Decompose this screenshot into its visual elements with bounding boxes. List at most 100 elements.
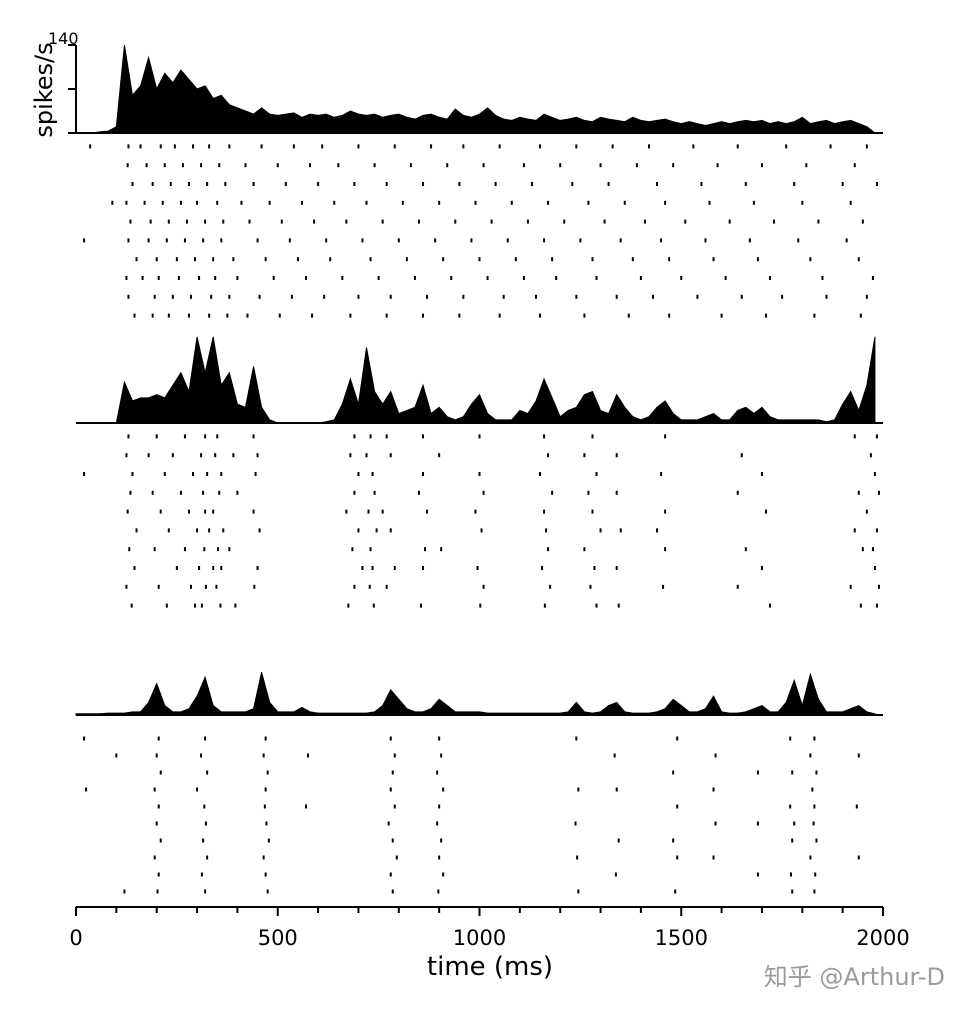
spike: [365, 453, 368, 458]
spike: [147, 238, 150, 243]
spike: [426, 509, 429, 514]
spike: [389, 872, 392, 877]
spike: [325, 238, 328, 243]
spike: [206, 855, 209, 860]
spike: [595, 472, 598, 476]
spike: [200, 753, 203, 758]
spike: [436, 770, 439, 775]
spike: [187, 509, 190, 514]
spike: [369, 434, 372, 439]
spike: [458, 313, 461, 318]
spike: [785, 144, 788, 149]
spike: [333, 200, 336, 205]
spike: [855, 804, 858, 809]
spike: [240, 200, 243, 205]
spike: [212, 257, 215, 262]
spike: [157, 276, 160, 280]
spike: [139, 144, 142, 149]
spike: [530, 182, 533, 186]
spike: [128, 547, 131, 552]
spike: [253, 584, 256, 589]
spike: [373, 163, 376, 168]
spike: [419, 603, 422, 608]
spike: [377, 276, 380, 280]
spike: [791, 770, 794, 775]
spike: [656, 528, 659, 533]
spike: [200, 603, 203, 608]
spike: [849, 200, 852, 205]
psth-area: [76, 336, 876, 424]
spike: [129, 490, 132, 495]
spike: [165, 603, 168, 608]
spike: [123, 889, 126, 894]
spike: [157, 584, 160, 589]
spike: [228, 547, 231, 552]
spike: [202, 838, 205, 843]
spike: [700, 182, 703, 186]
spike: [393, 753, 396, 758]
spike: [284, 182, 287, 186]
spike: [353, 490, 356, 495]
spike: [574, 821, 577, 826]
spike: [177, 276, 180, 280]
spike: [430, 144, 433, 149]
spike: [875, 528, 878, 533]
spike: [345, 219, 348, 224]
spike: [127, 144, 130, 149]
spike: [676, 855, 679, 860]
spike: [263, 804, 266, 809]
x-tick-label: 1000: [453, 926, 506, 950]
spike: [161, 200, 164, 205]
spike: [502, 294, 505, 299]
spike: [341, 276, 344, 280]
spike: [126, 163, 129, 168]
spike: [304, 276, 307, 280]
spike: [337, 163, 340, 168]
spike: [482, 490, 485, 495]
spike: [869, 453, 872, 458]
spike: [595, 603, 598, 608]
spike: [589, 584, 592, 589]
spike: [153, 855, 156, 860]
spike: [583, 547, 586, 552]
spike: [232, 257, 235, 262]
spike: [127, 434, 130, 439]
spike: [171, 294, 174, 299]
spike: [236, 276, 239, 280]
spike: [385, 434, 388, 439]
x-tick-label: 2000: [856, 926, 909, 950]
spike: [861, 547, 864, 552]
spike: [865, 144, 868, 149]
spike: [391, 889, 394, 894]
spike: [728, 219, 731, 224]
spike: [591, 257, 594, 262]
spike: [349, 453, 352, 458]
spike: [857, 257, 860, 262]
spike: [389, 453, 392, 458]
spike: [591, 509, 594, 514]
spike: [583, 313, 586, 318]
spike: [764, 313, 767, 318]
spike: [547, 200, 550, 205]
spike: [853, 528, 856, 533]
spike: [264, 787, 267, 792]
spike: [163, 163, 166, 168]
spike: [368, 584, 371, 589]
spike: [232, 453, 235, 458]
spike: [304, 804, 307, 809]
spike: [194, 603, 197, 608]
x-tick-label: 1500: [655, 926, 708, 950]
spike: [252, 509, 255, 514]
spike: [159, 509, 162, 514]
spike: [871, 547, 874, 552]
spike: [664, 547, 667, 552]
spike: [252, 434, 255, 439]
spike: [83, 472, 86, 476]
spike: [145, 163, 148, 168]
spike: [740, 453, 743, 458]
spike: [389, 528, 392, 533]
spike: [801, 200, 804, 205]
spike: [296, 257, 299, 262]
spike: [486, 276, 489, 280]
